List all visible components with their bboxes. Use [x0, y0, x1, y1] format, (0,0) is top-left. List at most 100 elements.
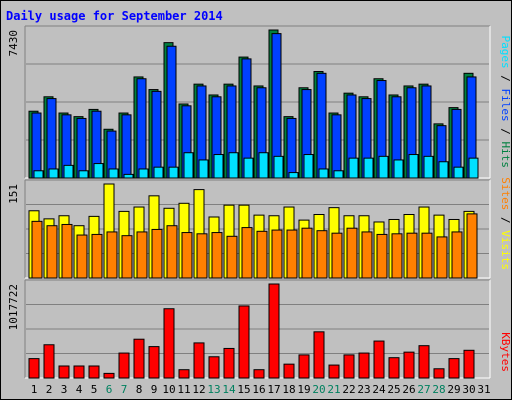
bar-sites — [121, 235, 133, 279]
bar-pages — [138, 168, 149, 179]
bar-kbytes — [463, 349, 475, 379]
bar-sites — [436, 236, 448, 279]
axis-max-label: 7430 — [7, 30, 20, 57]
bar-sites — [106, 231, 118, 279]
bar-pages — [153, 166, 164, 179]
bar-sites — [256, 230, 268, 279]
bar-files — [151, 90, 162, 179]
bar-pages — [123, 173, 134, 179]
bar-pages — [228, 152, 239, 179]
bar-pages — [63, 164, 74, 179]
x-tick-label: 31 — [477, 383, 490, 396]
legend-separator: / — [499, 210, 512, 230]
x-tick-label: 28 — [432, 383, 445, 396]
bar-kbytes — [433, 368, 445, 379]
bar-kbytes — [313, 331, 325, 379]
x-tick-label: 12 — [192, 383, 205, 396]
x-tick-label: 24 — [372, 383, 386, 396]
bar-sites — [76, 234, 88, 279]
bar-sites — [91, 233, 103, 279]
bar-sites — [316, 230, 328, 279]
bar-kbytes — [298, 354, 310, 379]
bar-sites — [31, 220, 43, 279]
bar-kbytes — [148, 346, 160, 379]
bar-kbytes — [238, 305, 250, 379]
legend-entry-files: Files — [499, 89, 512, 122]
x-tick-label: 11 — [177, 383, 190, 396]
bar-pages — [453, 166, 464, 179]
bar-files — [331, 114, 342, 179]
bar-kbytes — [58, 365, 70, 379]
bar-files — [286, 117, 297, 179]
legend: Sites / Visits — [499, 177, 512, 270]
x-tick-label: 10 — [162, 383, 175, 396]
bar-pages — [438, 161, 449, 179]
bar-kbytes — [193, 342, 205, 379]
x-tick-label: 8 — [136, 383, 143, 396]
bar-pages — [333, 170, 344, 179]
bar-kbytes — [73, 365, 85, 379]
bar-kbytes — [163, 308, 175, 379]
bar-kbytes — [388, 357, 400, 379]
bar-kbytes — [343, 354, 355, 379]
bar-kbytes — [178, 369, 190, 379]
bar-sites — [466, 213, 478, 279]
bar-sites — [391, 233, 403, 279]
bar-kbytes — [268, 283, 280, 379]
bar-sites — [211, 232, 223, 279]
x-tick-label: 30 — [462, 383, 475, 396]
bar-sites — [226, 235, 238, 279]
bar-pages — [33, 170, 44, 179]
bar-files — [316, 72, 327, 179]
x-tick-label: 16 — [252, 383, 265, 396]
bar-kbytes — [448, 358, 460, 379]
bar-kbytes — [358, 352, 370, 379]
legend-entry-sites: Sites — [499, 177, 512, 210]
x-tick-label: 27 — [417, 383, 430, 396]
bar-files — [121, 114, 132, 179]
bar-pages — [288, 172, 299, 179]
legend: Pages / Files / Hits — [499, 36, 512, 169]
bar-pages — [468, 157, 479, 179]
chart-title: Daily usage for September 2014 — [6, 9, 223, 23]
x-tick-label: 21 — [327, 383, 340, 396]
bar-pages — [393, 159, 404, 179]
x-tick-label: 15 — [237, 383, 250, 396]
legend-entry-visits: Visits — [499, 230, 512, 270]
legend: KBytes — [499, 332, 512, 372]
bar-pages — [168, 166, 179, 179]
bar-kbytes — [88, 365, 100, 379]
bar-pages — [213, 154, 224, 179]
bar-pages — [243, 157, 254, 179]
bar-sites — [196, 233, 208, 279]
x-tick-label: 3 — [61, 383, 68, 396]
bar-kbytes — [43, 344, 55, 379]
bar-sites — [286, 229, 298, 279]
bar-pages — [363, 157, 374, 179]
bar-pages — [273, 155, 284, 179]
bar-pages — [423, 155, 434, 179]
bar-pages — [198, 159, 209, 179]
bar-pages — [318, 168, 329, 179]
bar-kbytes — [208, 356, 220, 379]
bar-kbytes — [283, 363, 295, 379]
x-tick-label: 23 — [357, 383, 370, 396]
x-tick-label: 2 — [46, 383, 53, 396]
bar-kbytes — [373, 340, 385, 379]
bar-sites — [151, 228, 163, 279]
bar-kbytes — [328, 364, 340, 379]
bar-sites — [136, 231, 148, 279]
bar-files — [46, 98, 57, 179]
bar-pages — [183, 152, 194, 179]
bar-files — [136, 78, 147, 179]
x-tick-label: 6 — [106, 383, 113, 396]
legend-separator: / — [499, 69, 512, 89]
bar-sites — [361, 231, 373, 279]
bar-kbytes — [418, 345, 430, 379]
x-tick-label: 1 — [31, 383, 38, 396]
x-tick-label: 4 — [76, 383, 83, 396]
x-tick-label: 26 — [402, 383, 415, 396]
bar-pages — [408, 154, 419, 179]
bar-kbytes — [223, 347, 235, 379]
